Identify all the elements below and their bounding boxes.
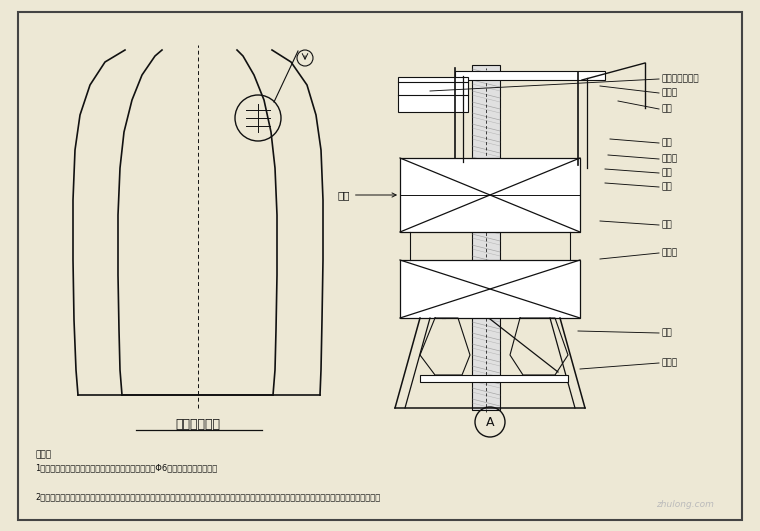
- Text: zhulong.com: zhulong.com: [656, 500, 714, 509]
- Text: 水塔筒壁剖面: 水塔筒壁剖面: [176, 418, 220, 431]
- Text: 安全网: 安全网: [662, 249, 678, 258]
- Bar: [398, 77, 468, 112]
- Bar: [472, 65, 500, 410]
- Text: 轻杆: 轻杆: [662, 220, 673, 229]
- Text: 顶杆: 顶杆: [662, 183, 673, 192]
- Text: 斜管: 斜管: [662, 168, 673, 177]
- Text: 吊篮板: 吊篮板: [662, 358, 678, 367]
- Text: 陶淘板: 陶淘板: [662, 89, 678, 98]
- Text: 固墙: 固墙: [337, 190, 396, 200]
- Text: 披杆: 披杆: [662, 139, 673, 148]
- Text: 筒壁定型大模板: 筒壁定型大模板: [662, 74, 700, 83]
- Text: 说明：: 说明：: [35, 450, 51, 459]
- Bar: [400, 158, 580, 232]
- Text: 水平杆: 水平杆: [662, 155, 678, 164]
- Bar: [400, 260, 580, 318]
- Text: A: A: [486, 415, 494, 429]
- Text: 拦杆: 拦杆: [662, 105, 673, 114]
- Bar: [420, 375, 568, 382]
- Text: 1．内外三角架，模板通过在模板内预留套管中穿入的Φ6对销螺栓连接在一起．: 1．内外三角架，模板通过在模板内预留套管中穿入的Φ6对销螺栓连接在一起．: [35, 463, 217, 472]
- Text: 吊篮: 吊篮: [662, 329, 673, 338]
- Bar: [455, 71, 605, 80]
- Text: 2．附着式三脚架是将三脚架和模板用对销螺栓悬挂在已成型的砼筒土筒壁上，以此做为操作平台，进行其上一层模板、三脚架支装和砼筒土浇灌等项施工．: 2．附着式三脚架是将三脚架和模板用对销螺栓悬挂在已成型的砼筒土筒壁上，以此做为操…: [35, 492, 380, 501]
